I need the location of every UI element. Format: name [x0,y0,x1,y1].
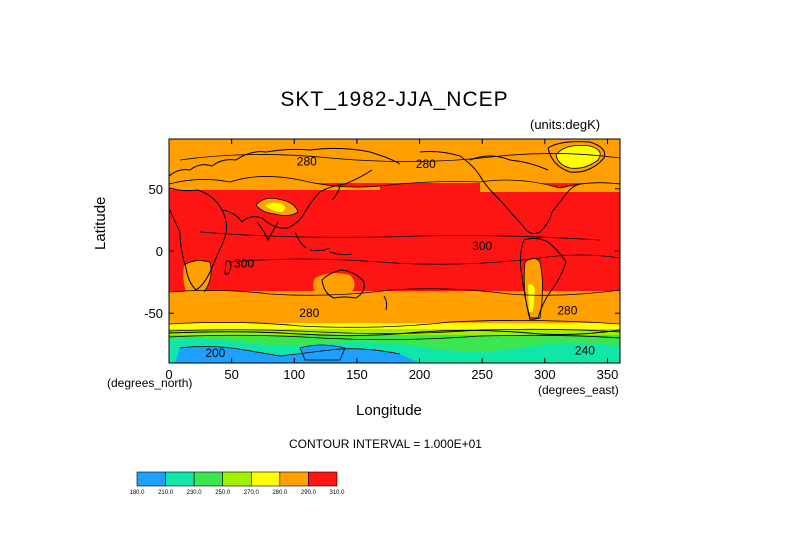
units-label: (units:degK) [530,117,601,132]
x-tick-label: 250 [471,367,493,382]
contour-fill [169,139,620,363]
x-tick-label: 200 [409,367,431,382]
coastlines [169,141,620,337]
x-unit-label: (degrees_east) [538,383,619,397]
colorbar-level-label: 180.0 [129,490,145,496]
colorbar-level-label: 280.0 [272,490,288,496]
chart-title: SKT_1982-JJA_NCEP [280,88,509,111]
colorbar-swatch [165,471,195,487]
x-tick-label: 350 [597,367,619,382]
x-tick-label: 300 [534,367,556,382]
colorbar-swatch [193,471,224,487]
y-tick-label: 50 [149,182,163,197]
x-tick-label: 50 [224,367,238,382]
colorbar-swatch [136,471,166,487]
y-tick-label: 0 [156,244,163,259]
contour-interval-text: CONTOUR INTERVAL = 1.000E+01 [289,437,482,451]
colorbar-level-label: 250.0 [215,490,231,496]
colorbar-level-label: 290.0 [301,490,317,496]
colorbar-swatch [250,471,281,487]
y-axis: 50 0 -50 [144,182,620,321]
colorbar: 180.0 210.0 230.0 250.0 270.0 280.0 290.0 310.0 [129,471,345,496]
colorbar-swatch [308,471,338,487]
contour-label: 280 [416,157,436,171]
contour-label: 240 [575,344,595,358]
colorbar-level-label: 270.0 [244,490,260,496]
x-axis: 0 50 100 150 200 250 300 350 [165,139,618,382]
colorbar-level-label: 310.0 [329,490,345,496]
contour-label: 280 [297,154,317,168]
contour-label: 300 [472,239,492,253]
contour-label: 280 [557,304,577,318]
x-tick-label: 150 [346,367,368,382]
colorbar-level-label: 230.0 [187,490,203,496]
contour-labels: 280 280 300 300 280 280 200 240 [205,154,595,360]
contour-label: 280 [299,306,319,320]
x-axis-label: Longitude [356,402,422,419]
colorbar-level-label: 210.0 [158,490,174,496]
contour-label: 300 [234,256,254,270]
colorbar-swatch [279,471,309,487]
y-unit-label: (degrees_north) [107,376,193,390]
contour-lines [169,145,620,361]
contour-label: 200 [205,346,225,360]
x-tick-label: 0 [165,367,172,382]
x-tick-label: 100 [283,367,305,382]
colorbar-swatch [222,471,252,487]
y-tick-label: -50 [144,306,163,321]
